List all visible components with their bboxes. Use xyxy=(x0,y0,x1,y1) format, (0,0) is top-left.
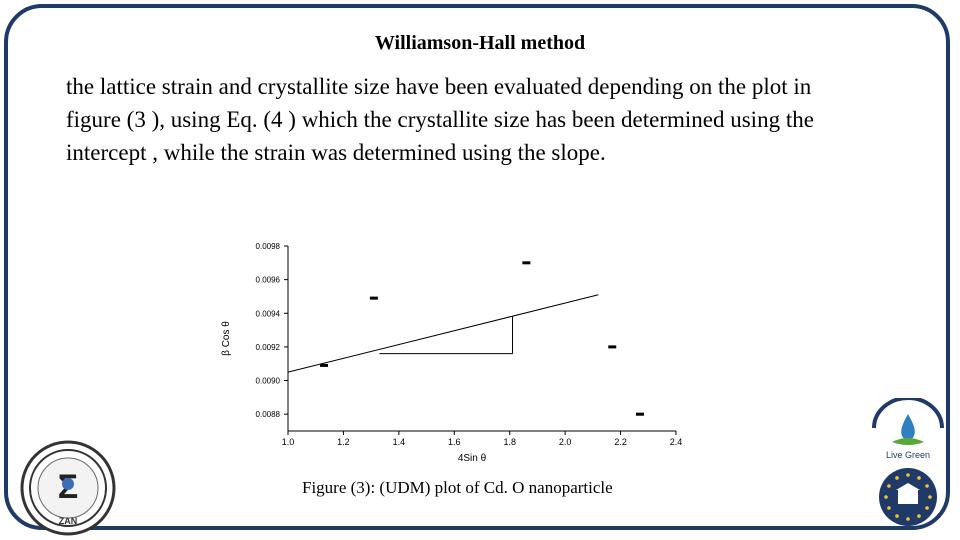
x-tick-label: 1.6 xyxy=(448,437,461,447)
star-mark xyxy=(917,476,921,480)
fit-line xyxy=(287,294,599,373)
x-axis-label: 4Sin θ xyxy=(458,453,487,464)
slide-body-text: the lattice strain and crystallite size … xyxy=(66,74,814,165)
logo-left-text: ZAN xyxy=(59,516,78,526)
star-mark xyxy=(887,484,891,488)
data-point xyxy=(320,363,329,367)
figure-caption: Figure (3): (UDM) plot of Cd. O nanopart… xyxy=(302,478,613,497)
y-tick-label: 0.0094 xyxy=(256,309,281,318)
star-mark xyxy=(928,495,932,499)
x-tick-label: 2.2 xyxy=(614,437,627,447)
x-tick-label: 1.2 xyxy=(337,437,350,447)
y-tick-label: 0.0098 xyxy=(256,242,281,251)
star-mark xyxy=(884,495,888,499)
y-axis-label: β Cos θ xyxy=(221,321,232,356)
star-mark xyxy=(887,506,891,510)
data-point xyxy=(608,345,617,349)
y-tick-label: 0.0092 xyxy=(256,343,281,352)
y-tick-label: 0.0096 xyxy=(256,276,281,285)
live-green-icon: Live Green xyxy=(872,398,944,460)
data-point xyxy=(369,296,378,300)
y-tick-label: 0.0088 xyxy=(256,410,281,419)
x-tick-label: 2.0 xyxy=(559,437,572,447)
star-mark xyxy=(906,517,910,521)
slide-frame xyxy=(4,4,950,530)
data-point xyxy=(635,412,644,416)
x-tick-label: 1.4 xyxy=(393,437,406,447)
slide-title: Williamson-Hall method xyxy=(374,32,586,54)
eu-stars-building-icon xyxy=(879,468,937,526)
star-mark xyxy=(895,476,899,480)
star-mark xyxy=(925,484,929,488)
x-tick-label: 1.0 xyxy=(282,437,295,447)
data-point xyxy=(522,261,531,265)
star-mark xyxy=(917,514,921,518)
x-tick-label: 1.8 xyxy=(503,437,516,447)
y-tick-label: 0.0090 xyxy=(256,377,281,386)
star-mark xyxy=(895,514,899,518)
star-mark xyxy=(906,473,910,477)
conference-emblem-icon: Σ ZAN xyxy=(20,440,116,536)
wh-plot: 1.0 1.2 1.4 1.6 1.8 2.0 2.2 2.4 0.0088 0.0090 0.00… xyxy=(221,242,683,464)
logo-right-top-text: Live Green xyxy=(886,450,930,460)
x-tick-label: 2.4 xyxy=(670,437,683,447)
star-mark xyxy=(925,506,929,510)
